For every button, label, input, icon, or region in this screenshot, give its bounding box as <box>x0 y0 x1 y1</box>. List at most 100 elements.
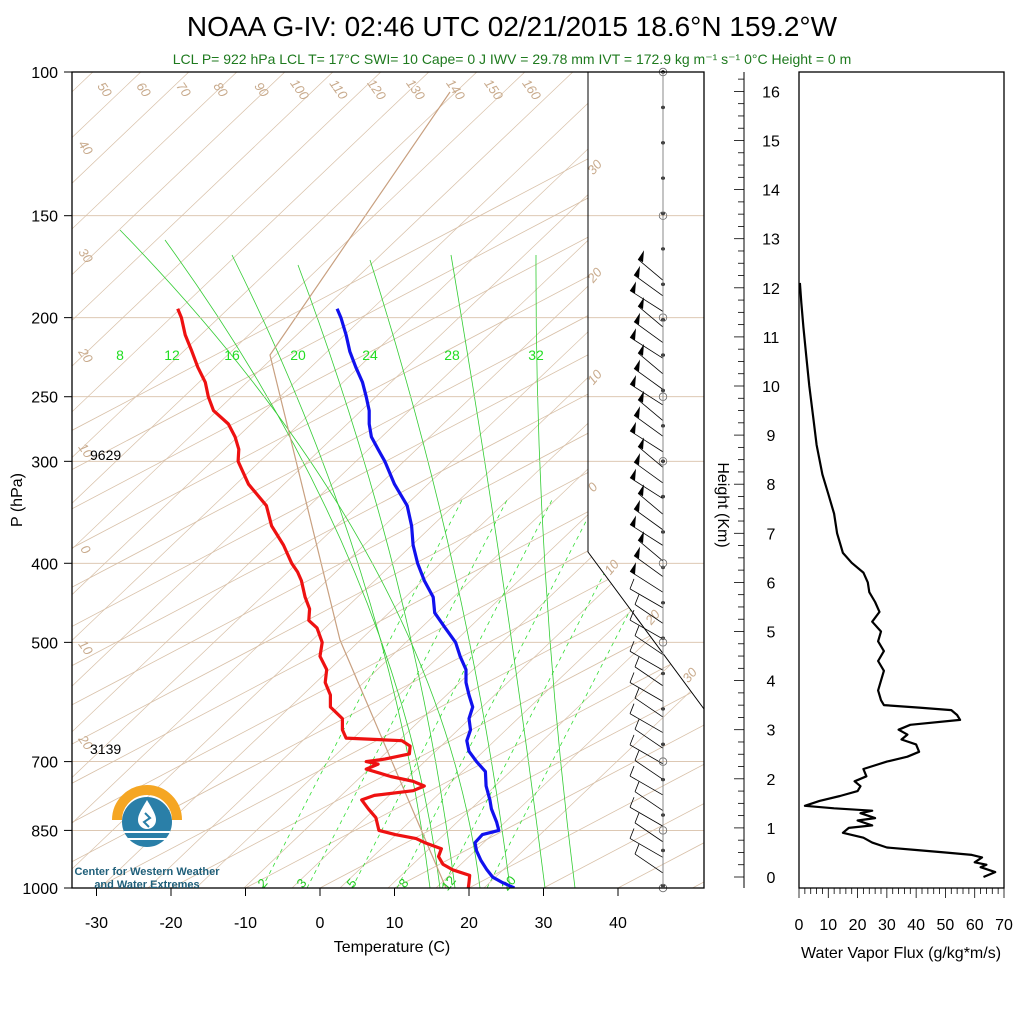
isotherm-line <box>72 72 704 888</box>
wind-barb-shaft <box>634 791 664 811</box>
flux-tick-label: 60 <box>966 917 984 934</box>
height-tick-label: 2 <box>767 772 776 789</box>
wind-barb-shaft <box>637 305 664 328</box>
wind-barb-flag <box>634 265 640 278</box>
dry-adiabat-line <box>435 72 704 888</box>
isotherm-line <box>96 72 704 888</box>
wind-barb-feather <box>629 765 635 777</box>
mixing-ratio-label-top: 28 <box>444 347 460 363</box>
wind-barb-flag <box>638 250 644 263</box>
height-tick-label: 14 <box>762 183 780 200</box>
dry-adiabat-line <box>72 72 190 888</box>
wind-barb-shaft <box>634 697 664 718</box>
wind-barb-shaft <box>634 853 664 874</box>
height-tick-label: 4 <box>767 674 776 691</box>
wind-barb-feather <box>634 594 640 605</box>
flux-tick-label: 30 <box>878 917 896 934</box>
isotherm-label-top: 120 <box>364 76 389 103</box>
isotherm-line <box>319 72 704 888</box>
wind-barb-shaft <box>634 822 664 843</box>
wind-barbs <box>629 67 668 893</box>
skew-t-frame <box>71 71 705 889</box>
mixing-ratio-label-top: 12 <box>164 347 180 363</box>
isotherm-line <box>72 72 704 888</box>
isotherm-line <box>72 72 704 888</box>
wind-barb-shaft <box>629 619 664 640</box>
mixing-ratio-label-top: 20 <box>290 347 306 363</box>
wind-barb-feather <box>634 625 640 636</box>
dry-adiabat-line <box>72 72 430 888</box>
flux-tick-label: 0 <box>795 917 804 934</box>
profile-temperature <box>176 308 472 888</box>
wind-barb-shaft <box>629 290 664 312</box>
wind-barb-shaft <box>629 775 664 796</box>
temperature-tick-label: -30 <box>85 915 108 932</box>
isotherm-label-top: 90 <box>251 79 272 100</box>
pressure-tick-label: 300 <box>31 454 58 471</box>
isotherm-label-left: 10 <box>75 637 96 658</box>
wind-barb-flag <box>638 343 644 356</box>
wind-barb-shaft <box>629 383 664 406</box>
theta-label-right: 20 <box>584 264 606 286</box>
pressure-tick-label: 250 <box>31 390 58 407</box>
isotherm-label-top: 70 <box>173 79 194 100</box>
wind-barb-shaft <box>633 414 664 437</box>
moist-adiabat-line <box>164 239 441 888</box>
isotherm-line <box>72 72 704 888</box>
isotherm-label-left: 20 <box>75 344 97 366</box>
temperature-tick-label: 40 <box>609 915 627 932</box>
wind-barb-shaft <box>637 352 664 375</box>
moist-adiabat-line <box>231 254 431 888</box>
height-label-300: 9629 <box>90 447 121 463</box>
isotherm-label-top: 110 <box>327 77 352 103</box>
height-tick-label: 6 <box>767 575 776 592</box>
pressure-tick-label: 850 <box>31 823 58 840</box>
temperature-tick-label: 30 <box>535 915 553 932</box>
wind-barb-shaft <box>633 461 664 484</box>
wind-barb-feather <box>629 734 635 746</box>
wind-barb-shaft <box>629 806 664 827</box>
flux-tick-label: 70 <box>995 917 1013 934</box>
dry-adiabat-line <box>72 72 704 888</box>
wind-barb-feather <box>629 828 635 839</box>
moist-adiabat-line <box>450 254 546 888</box>
wind-barb-shaft <box>637 258 664 281</box>
height-tick-label: 9 <box>767 428 776 445</box>
profile-lines <box>176 308 516 888</box>
wind-barb-shaft <box>629 570 664 593</box>
isotherm-line <box>394 72 704 888</box>
dry-adiabat-line <box>72 72 286 888</box>
logo-swirl <box>142 812 152 828</box>
flux-line-group <box>798 282 997 879</box>
wind-barb-flag <box>630 328 636 341</box>
isotherm-line <box>617 72 704 888</box>
wind-barb-feather <box>634 750 640 761</box>
height-tick-label: 0 <box>767 870 776 887</box>
wind-barb-shaft <box>634 666 664 687</box>
wind-barb-flag <box>634 406 640 419</box>
wind-barb-feather <box>634 843 640 855</box>
pressure-tick-label: 1000 <box>22 881 58 898</box>
isotherm-line <box>72 72 704 888</box>
wind-barb-shaft <box>634 635 664 656</box>
pressure-axis-label: P (hPa) <box>9 473 26 527</box>
theta-label-right: 0 <box>584 479 601 495</box>
isotherm-line <box>72 72 704 888</box>
logo-sun-arc <box>112 785 182 821</box>
dry-adiabat-line <box>72 72 670 888</box>
height-tick-label: 13 <box>762 232 780 249</box>
isotherm-label-top: 100 <box>287 76 312 103</box>
wind-barb-shaft <box>633 368 664 390</box>
pressure-tick-label: 100 <box>31 65 58 82</box>
mixing-ratio-line <box>261 499 463 888</box>
dry-adiabat-line <box>72 72 382 888</box>
temperature-tick-label: 20 <box>460 915 478 932</box>
dry-adiabat-line <box>387 72 704 888</box>
isotherm-label-top: 60 <box>133 79 154 100</box>
dry-adiabat-line <box>339 72 704 888</box>
moist-adiabat-line <box>535 254 576 888</box>
isotherm-line <box>170 72 704 888</box>
mixing-ratio-label-top: 16 <box>224 347 240 363</box>
wind-barb-flag <box>638 390 644 403</box>
